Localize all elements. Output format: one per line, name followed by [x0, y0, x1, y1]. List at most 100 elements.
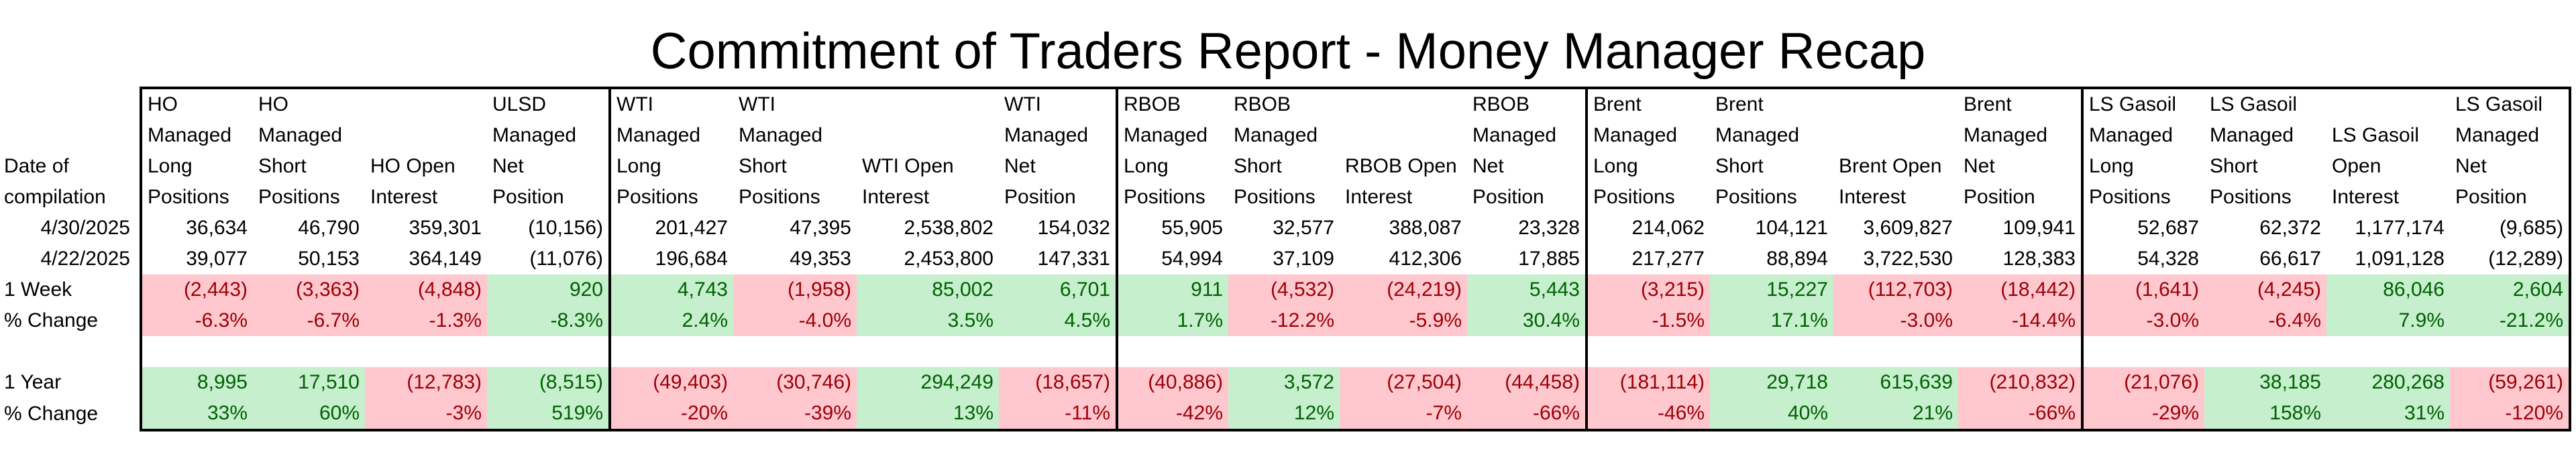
change-cell: 615,639 — [1833, 367, 1958, 398]
table-cell: 104,121 — [1755, 217, 1828, 239]
change-cell: (30,746) — [733, 367, 857, 398]
column-header: ULSD Managed Net Position — [487, 87, 610, 213]
header-line: Positions — [2210, 186, 2292, 208]
header-row: Date of compilation HO Managed Long Positions… — [0, 87, 2571, 213]
change-cell: 38,185 — [2204, 367, 2326, 398]
column-header: HO Open Interest — [365, 87, 487, 213]
percent-change-cell: -3.0% — [2081, 305, 2204, 336]
percent-change-cell: -3.0% — [1833, 305, 1958, 336]
header-line: WTI — [739, 93, 775, 115]
table-cell: (12,289) — [2450, 244, 2571, 274]
change-row: 1 Year 8,995 17,510 (12,783) (8,515) (49,403)… — [0, 367, 2571, 398]
percent-change-cell: -120% — [2450, 398, 2571, 431]
spacer-cell — [1116, 336, 1228, 367]
header-line: Open — [2332, 155, 2381, 177]
spacer-cell — [0, 336, 141, 367]
table-cell: 88,894 — [1766, 248, 1828, 270]
spacer-cell — [487, 336, 610, 367]
percent-change-cell: -8.3% — [487, 305, 610, 336]
table-cell: 17,885 — [1518, 248, 1580, 270]
change-label: 1 Week — [4, 278, 72, 301]
change-cell: (18,442) — [1958, 274, 2082, 305]
header-line: Interest — [862, 186, 930, 208]
header-line: HO — [258, 93, 288, 115]
table-cell: (10,156) — [528, 217, 603, 239]
percent-change-cell: -11% — [999, 398, 1117, 431]
table-cell: 109,941 — [2002, 217, 2076, 239]
percent-change-cell: -6.4% — [2204, 305, 2326, 336]
header-line: Long — [1593, 155, 1638, 177]
column-header: RBOB Managed Net Position — [1467, 87, 1587, 213]
change-cell: (59,261) — [2450, 367, 2571, 398]
percent-change-cell: -39% — [733, 398, 857, 431]
percent-change-cell: -12.2% — [1228, 305, 1340, 336]
header-line: Date of — [4, 155, 69, 177]
column-header: WTI Managed Long Positions — [608, 87, 733, 213]
header-line: Long — [1124, 155, 1169, 177]
header-line: Net — [1964, 155, 1995, 177]
change-cell: (3,215) — [1585, 274, 1710, 305]
date-label: 4/22/2025 — [40, 248, 130, 270]
percent-change-cell: -1.3% — [365, 305, 487, 336]
percent-change-cell: -7% — [1340, 398, 1467, 431]
table-cell: 3,609,827 — [1863, 217, 1953, 239]
header-line: Managed — [148, 124, 232, 146]
percent-change-cell: -66% — [1958, 398, 2082, 431]
header-line: Long — [148, 155, 193, 177]
header-line: compilation — [4, 186, 106, 208]
percent-change-cell: 2.4% — [608, 305, 733, 336]
header-line: LS Gasoil — [2455, 93, 2543, 115]
table-cell: 39,077 — [140, 244, 253, 274]
header-line: Managed — [1234, 124, 1318, 146]
header-line: WTI — [616, 93, 653, 115]
header-line: LS Gasoil — [2210, 93, 2298, 115]
change-cell: 17,510 — [253, 367, 365, 398]
table-cell: 147,331 — [1037, 248, 1110, 270]
table-cell: 47,395 — [790, 217, 851, 239]
header-line: HO — [148, 93, 178, 115]
change-cell: (24,219) — [1340, 274, 1467, 305]
header-line: Positions — [148, 186, 229, 208]
table-cell: 50,153 — [298, 248, 360, 270]
percent-change-cell: -20% — [608, 398, 733, 431]
percent-change-row: % Change -6.3% -6.7% -1.3% -8.3% 2.4% -4.0% 3.5… — [0, 305, 2571, 336]
change-cell: (2,443) — [140, 274, 253, 305]
header-line: Brent — [1593, 93, 1642, 115]
header-line: Long — [616, 155, 661, 177]
header-line: Managed — [1964, 124, 2048, 146]
header-line: RBOB Open — [1345, 155, 1457, 177]
spacer-cell — [1467, 336, 1587, 367]
column-header: HO Managed Short Positions — [253, 87, 365, 213]
percent-change-cell: -29% — [2081, 398, 2204, 431]
table-cell: (11,076) — [529, 248, 603, 270]
header-line: Managed — [616, 124, 701, 146]
percent-change-cell: 158% — [2204, 398, 2326, 431]
cot-money-manager-table: Date of compilation HO Managed Long Positions… — [0, 87, 2571, 431]
header-line: Net — [2455, 155, 2487, 177]
table-cell: 388,087 — [1389, 217, 1462, 239]
change-cell: 6,701 — [999, 274, 1117, 305]
header-line: Managed — [1004, 124, 1089, 146]
percent-change-cell: -66% — [1467, 398, 1587, 431]
change-cell: 4,743 — [608, 274, 733, 305]
change-cell: (4,848) — [365, 274, 487, 305]
header-line: Positions — [1593, 186, 1675, 208]
table-cell: 196,684 — [608, 244, 733, 274]
change-cell: 920 — [487, 274, 610, 305]
column-header: LS Gasoil Managed Long Positions — [2081, 87, 2204, 213]
header-line: Positions — [616, 186, 698, 208]
table-cell: 217,277 — [1585, 244, 1710, 274]
table-cell: 214,062 — [1585, 213, 1710, 244]
header-line: Net — [1472, 155, 1504, 177]
change-cell: 5,443 — [1467, 274, 1587, 305]
header-line: Managed — [2089, 124, 2174, 146]
table-cell: 54,994 — [1116, 244, 1228, 274]
percent-change-cell: 31% — [2326, 398, 2450, 431]
table-cell: 66,617 — [2259, 248, 2321, 270]
header-line: Positions — [2089, 186, 2171, 208]
header-line: Managed — [1472, 124, 1557, 146]
percent-change-cell: 519% — [487, 398, 610, 431]
spacer-cell — [999, 336, 1117, 367]
change-cell: (4,532) — [1228, 274, 1340, 305]
spacer-row — [0, 336, 2571, 367]
